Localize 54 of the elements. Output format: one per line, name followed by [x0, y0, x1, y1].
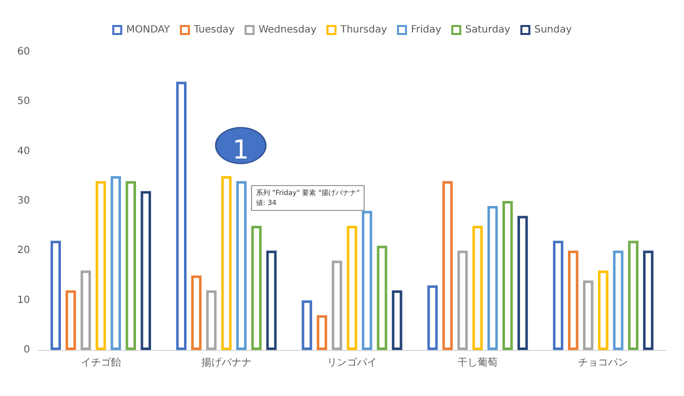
legend-label: Sunday	[534, 24, 572, 36]
bar	[176, 82, 187, 350]
bar	[266, 250, 277, 350]
x-tick-label: リンゴパイ	[327, 356, 377, 368]
bar	[236, 181, 247, 350]
bar	[392, 290, 402, 350]
y-tick-label: 50	[17, 96, 30, 108]
bar	[251, 226, 262, 350]
bar	[302, 300, 312, 350]
bar	[110, 176, 121, 350]
y-tick-label: 20	[17, 245, 30, 256]
legend-label: Saturday	[465, 24, 510, 36]
y-tick-label: 10	[17, 294, 30, 306]
x-tick-label: 揚げバナナ	[201, 356, 252, 368]
bar	[472, 226, 483, 350]
bar	[552, 240, 564, 350]
legend-label: Friday	[410, 24, 442, 36]
bar	[80, 270, 91, 350]
bar	[517, 216, 528, 350]
bar	[583, 280, 594, 350]
bar	[628, 240, 638, 350]
bar	[568, 250, 578, 350]
bar	[427, 285, 438, 350]
bar	[206, 290, 217, 350]
bar	[332, 260, 342, 350]
bar	[376, 246, 388, 350]
x-tick-label: 干し葡萄	[458, 356, 498, 368]
bar	[50, 240, 61, 350]
y-tick-label: 30	[17, 196, 30, 206]
y-tick-label: 40	[17, 146, 30, 157]
bar	[191, 276, 202, 350]
y-tick-label: 60	[17, 46, 30, 58]
bar	[487, 206, 498, 350]
bar	[502, 201, 513, 350]
bar	[221, 176, 232, 350]
x-tick-label: チョコパン	[578, 358, 628, 368]
legend-label: Thursday	[339, 24, 388, 36]
x-tick-label: イチゴ飴	[80, 356, 121, 368]
annotation: 1	[232, 136, 250, 166]
y-tick-label: 0	[24, 344, 30, 356]
legend-label: Tuesday	[192, 24, 235, 36]
legend-label: MONDAY	[126, 24, 171, 36]
bar	[346, 226, 358, 350]
bar	[316, 315, 328, 350]
bar	[613, 250, 624, 350]
legend-label: Wednesday	[258, 24, 317, 36]
bar	[598, 270, 608, 350]
bar	[96, 181, 106, 350]
bar	[66, 290, 76, 350]
bar	[442, 181, 453, 350]
bar	[126, 181, 136, 350]
bar	[140, 191, 152, 350]
bar	[457, 250, 468, 350]
bar	[643, 250, 654, 350]
